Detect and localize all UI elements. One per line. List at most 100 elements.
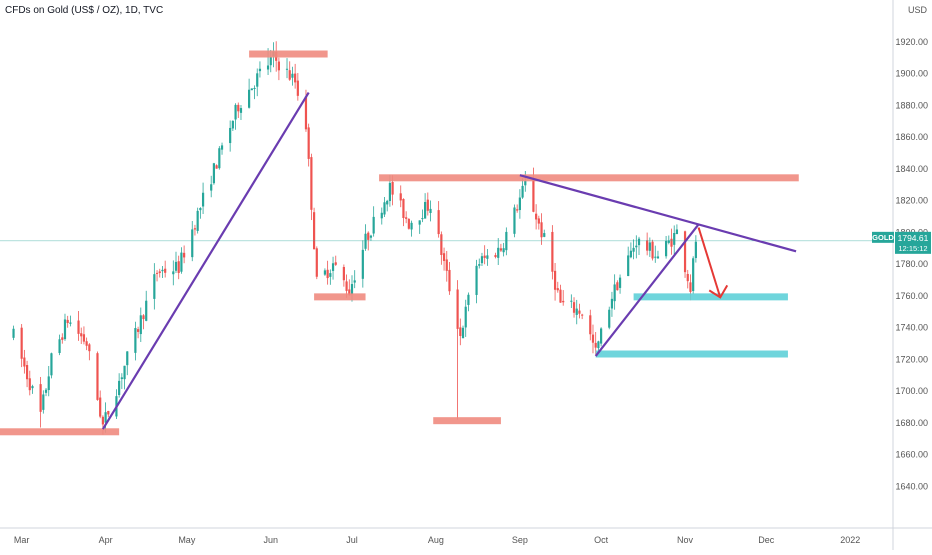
candle-body	[231, 120, 234, 129]
candle-body	[656, 256, 660, 259]
y-tick-label: 1880.00	[895, 100, 928, 110]
candle-body	[637, 238, 641, 246]
currency-label: USD	[907, 5, 927, 15]
resistance-zone	[249, 50, 328, 58]
candle-body	[85, 341, 88, 346]
candle-body	[153, 274, 156, 299]
candle-body	[421, 218, 424, 220]
candle-body	[464, 306, 467, 328]
candle-body	[369, 235, 373, 238]
price-value: 1794.61	[898, 233, 929, 243]
y-tick-label: 1900.00	[895, 69, 928, 79]
candle-body	[229, 127, 232, 144]
trendline	[101, 92, 310, 430]
candle-body	[654, 256, 657, 258]
candle-body	[518, 197, 521, 211]
candle-body	[361, 249, 364, 279]
candle-body	[107, 410, 110, 415]
y-tick-label: 1860.00	[895, 132, 928, 142]
x-tick-label: Aug	[428, 535, 444, 545]
candle-body	[25, 365, 29, 380]
candle-body	[145, 300, 148, 321]
resistance-zone	[433, 417, 501, 425]
candle-body	[445, 259, 448, 271]
candle-body	[591, 334, 595, 343]
candle-body	[694, 241, 697, 259]
y-tick-label: 1720.00	[895, 354, 928, 364]
candle-body	[47, 376, 50, 391]
y-tick-label: 1920.00	[895, 37, 928, 47]
candle-body	[250, 88, 253, 91]
candle-body	[651, 241, 654, 259]
candle-body	[266, 65, 270, 70]
symbol-label: GOLD	[872, 233, 894, 242]
candle-body	[96, 353, 99, 400]
candle-body	[215, 165, 218, 169]
candle-body	[670, 238, 673, 247]
candle-body	[448, 269, 451, 292]
candle-body	[88, 344, 91, 352]
candle-body	[594, 342, 597, 348]
candle-body	[183, 252, 186, 258]
candle-body	[686, 273, 689, 282]
candle-body	[118, 380, 121, 396]
candle-body	[675, 229, 679, 235]
candle-body	[424, 201, 427, 219]
candle-body	[155, 272, 159, 274]
candle-body	[12, 328, 15, 338]
candle-body	[618, 277, 622, 288]
candle-body	[256, 73, 259, 87]
candle-body	[69, 322, 72, 324]
candle-body	[80, 333, 83, 337]
candle-body	[50, 353, 53, 376]
candle-body	[331, 263, 335, 271]
candle-body	[502, 248, 505, 253]
candle-body	[380, 212, 383, 219]
candle-body	[248, 89, 251, 108]
candle-body	[648, 242, 651, 251]
y-tick-label: 1700.00	[895, 386, 928, 396]
chart-title: CFDs on Gold (US$ / OZ), 1D, TVC	[5, 5, 164, 16]
y-tick-label: 1640.00	[895, 481, 928, 491]
candle-body	[627, 255, 630, 277]
y-tick-label: 1660.00	[895, 450, 928, 460]
candle-body	[164, 268, 167, 273]
candle-body	[578, 310, 581, 314]
candle-body	[20, 327, 23, 359]
countdown-timer: 12:15:12	[898, 244, 927, 253]
candle-body	[296, 80, 299, 96]
candle-body	[210, 184, 213, 191]
x-tick-label: Mar	[14, 535, 30, 545]
candle-body	[218, 148, 221, 169]
candle-body	[326, 269, 329, 279]
arrow-head	[708, 284, 729, 299]
candle-body	[158, 271, 161, 273]
y-tick-label: 1740.00	[895, 323, 928, 333]
candle-body	[315, 248, 318, 277]
candle-body	[486, 255, 489, 259]
candle-body	[407, 218, 410, 229]
candle-body	[532, 178, 535, 212]
candle-body	[551, 231, 554, 272]
candle-body	[42, 394, 45, 410]
candle-body	[521, 185, 524, 198]
candle-body	[683, 231, 687, 273]
candle-body	[429, 208, 432, 213]
candle-body	[23, 357, 26, 367]
candle-body	[456, 289, 459, 329]
x-tick-label: Jul	[346, 535, 358, 545]
candle-body	[513, 207, 516, 234]
candle-body	[516, 209, 519, 211]
candle-body	[177, 261, 180, 273]
candle-body	[535, 213, 538, 220]
projection-arrow	[697, 227, 722, 298]
candle-body	[172, 271, 175, 275]
candle-body	[399, 193, 402, 201]
candle-body	[442, 253, 446, 261]
candle-body	[99, 397, 102, 417]
candle-body	[288, 70, 291, 80]
candle-body	[234, 104, 237, 120]
candle-body	[237, 104, 240, 112]
